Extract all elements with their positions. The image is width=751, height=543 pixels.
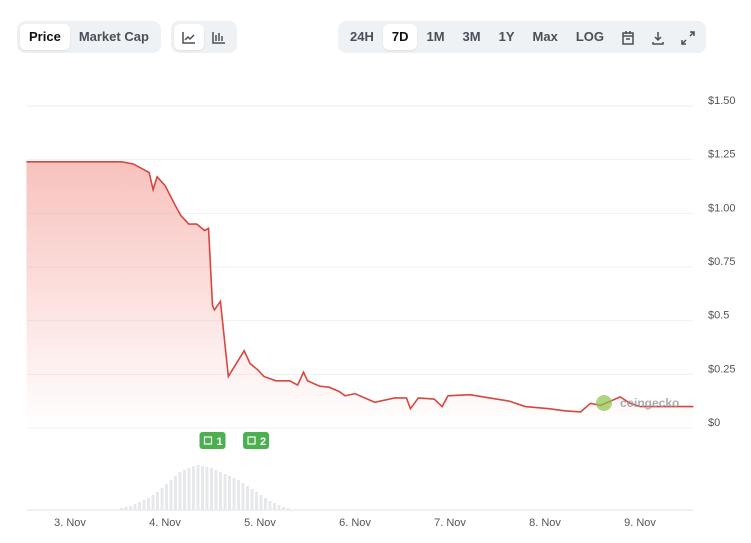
candlestick-chart-icon (212, 31, 225, 44)
price-area (26, 161, 694, 428)
event-badge (243, 432, 270, 449)
volume-bar (250, 489, 254, 510)
volume-bar (259, 495, 263, 510)
x-tick-label: 9. Nov (624, 517, 656, 529)
fullscreen-button[interactable] (673, 24, 703, 50)
volume-bar (255, 492, 258, 510)
x-tick-label: 6. Nov (339, 517, 371, 529)
y-tick-label: $0 (708, 417, 720, 429)
volume-bar (156, 492, 159, 510)
volume-bar (192, 466, 195, 510)
volume-bar (210, 468, 213, 510)
volume-bar (282, 507, 285, 510)
y-tick-label: $0.75 (708, 256, 736, 268)
volume-bar (246, 486, 249, 510)
tab-price[interactable]: Price (20, 24, 70, 50)
range-log[interactable]: LOG (575, 29, 604, 44)
download-icon (652, 31, 664, 45)
range-3m[interactable]: 3M (462, 29, 481, 44)
metric-tabs: Price Market Cap (17, 21, 161, 53)
volume-bar (174, 476, 177, 510)
download-button[interactable] (643, 24, 673, 50)
volume-bar (138, 502, 141, 510)
volume-bar (273, 503, 276, 510)
event-badge (199, 432, 226, 449)
volume-bar (286, 508, 290, 510)
volume-bar (237, 480, 240, 510)
x-tick-label: 7. Nov (434, 517, 466, 529)
calendar-button[interactable] (613, 24, 643, 50)
volume-bar (214, 470, 218, 510)
volume-bar (228, 476, 231, 510)
range-1y[interactable]: 1Y (498, 29, 515, 44)
volume-bar (196, 465, 200, 510)
chart-style-tabs (171, 21, 237, 53)
event-marker-2[interactable]: 2 (243, 432, 270, 449)
y-tick-label: $0.25 (708, 363, 736, 375)
volume-bar (169, 480, 173, 510)
news-icon (203, 436, 213, 445)
y-tick-label: $1.25 (708, 149, 736, 161)
candlestick-chart-button[interactable] (204, 24, 234, 50)
range-24h[interactable]: 24H (350, 29, 374, 44)
volume-bar (277, 505, 281, 510)
x-tick-label: 5. Nov (244, 517, 276, 529)
coingecko-logo (596, 395, 612, 411)
range-max[interactable]: Max (532, 29, 558, 44)
line-chart-button[interactable] (174, 24, 204, 50)
calendar-icon (622, 30, 634, 45)
volume-bar (219, 472, 222, 510)
volume-bar (183, 470, 186, 510)
volume-bar (165, 484, 168, 510)
watermark: coingecko (620, 396, 679, 410)
volume-bar (129, 506, 132, 510)
volume-bar (187, 468, 191, 510)
line-chart-icon (182, 31, 195, 44)
volume-bar (133, 504, 137, 510)
fullscreen-icon (681, 30, 695, 45)
volume-bar (205, 467, 209, 510)
x-tick-label: 3. Nov (54, 517, 86, 529)
range-1m[interactable]: 1M (426, 29, 445, 44)
volume-bar (147, 498, 150, 510)
volume-bar (241, 483, 245, 510)
event-label: 1 (217, 436, 223, 448)
event-label: 2 (260, 436, 266, 448)
volume-bar (151, 495, 155, 510)
tab-market-cap[interactable]: Market Cap (78, 29, 149, 44)
price-line (26, 161, 694, 413)
y-tick-label: $0.5 (708, 310, 729, 322)
volume-bar (120, 508, 123, 510)
range-tabs: 24H 7D 1M 3M 1Y Max LOG (338, 21, 706, 53)
event-marker-1[interactable]: 1 (199, 432, 226, 449)
volume-bar (124, 507, 128, 510)
volume-bar (201, 466, 204, 510)
range-7d[interactable]: 7D (382, 24, 418, 50)
x-tick-label: 4. Nov (149, 517, 181, 529)
y-tick-label: $1.50 (708, 95, 736, 107)
volume-bar (268, 501, 272, 510)
volume-bar (232, 478, 236, 510)
volume-bar (142, 500, 146, 510)
news-icon (247, 436, 256, 445)
volume-bar (264, 498, 267, 510)
y-tick-label: $1.00 (708, 202, 736, 214)
x-tick-label: 8. Nov (529, 517, 561, 529)
volume-bar (223, 474, 227, 510)
volume-bar (178, 472, 182, 510)
volume-bar (160, 488, 164, 510)
